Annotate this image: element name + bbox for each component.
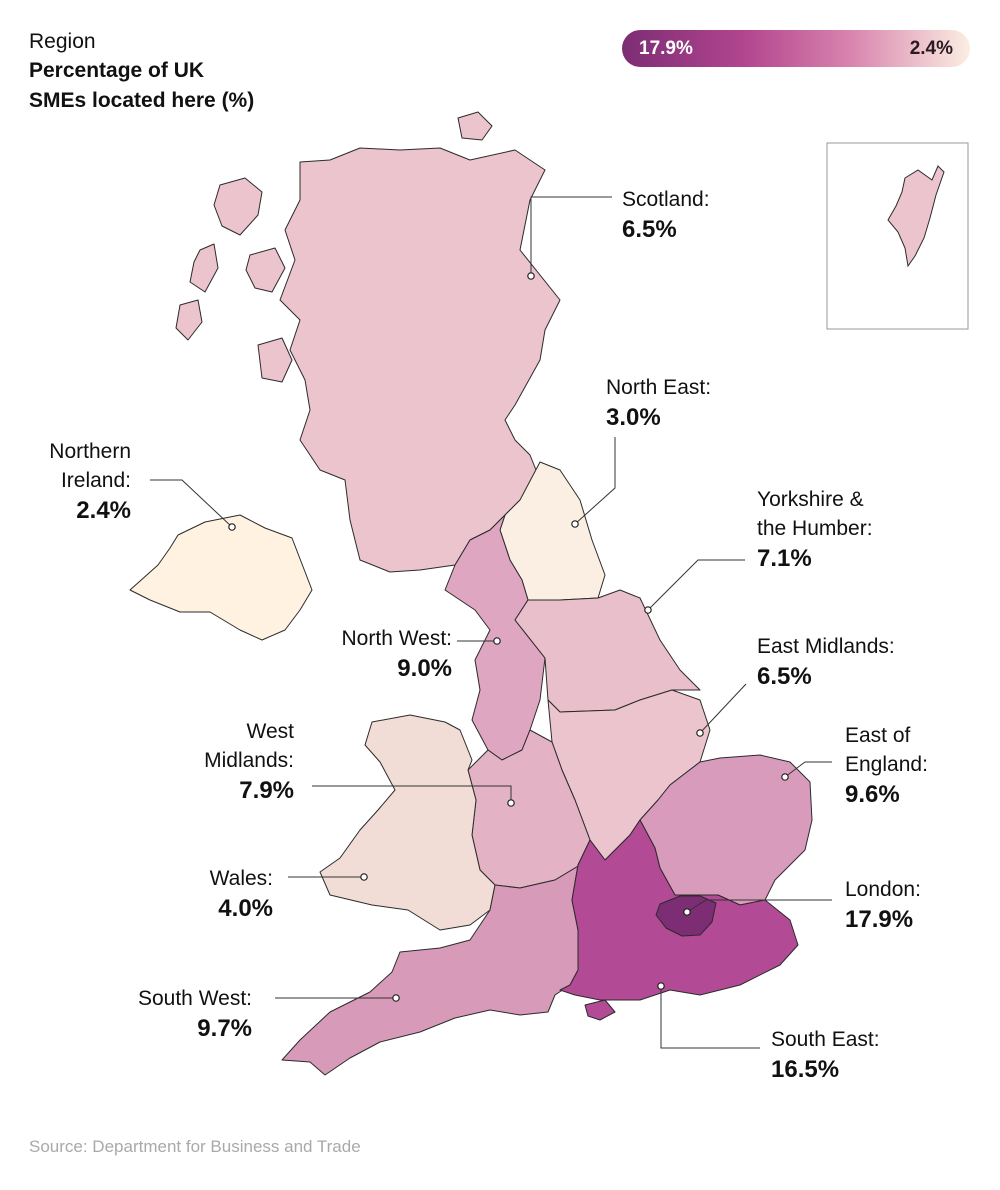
region-shape-shetland <box>887 165 945 268</box>
marker-scotland <box>527 272 535 280</box>
leader-line-london <box>686 899 832 913</box>
marker-east-midlands <box>696 729 704 737</box>
region-shape-yorkshire <box>514 589 701 713</box>
region-value-north-west: 9.0% <box>397 655 452 682</box>
region-name-london: London: <box>845 878 921 901</box>
region-shapes <box>129 111 813 1076</box>
region-name-scotland: Scotland: <box>622 188 710 211</box>
callouts <box>150 196 832 1049</box>
leader-line-east-of-england <box>784 761 832 778</box>
region-label-south-west: South West: 9.7% <box>138 987 252 1042</box>
region-name-east-of-england: East of <box>845 724 911 747</box>
region-shape-wales <box>319 714 496 931</box>
header-subtitle: Region <box>29 30 96 53</box>
region-name-west-midlands: Midlands: <box>204 749 294 772</box>
region-name-north-east: North East: <box>606 376 711 399</box>
header-title-line2: SMEs located here (%) <box>29 89 255 112</box>
region-shape-scotland-isle-3 <box>175 299 203 341</box>
region-name-northern-ireland: Ireland: <box>61 469 131 492</box>
region-name-east-of-england: England: <box>845 753 928 776</box>
region-name-south-east: South East: <box>771 1028 880 1051</box>
region-value-south-west: 9.7% <box>197 1015 252 1042</box>
region-name-north-west: North West: <box>342 627 452 650</box>
marker-yorkshire <box>644 606 652 614</box>
leader-line-west-midlands <box>312 785 512 803</box>
region-shape-scotland-isle-2 <box>189 243 219 293</box>
region-shape-scotland-isle-5 <box>257 337 293 383</box>
region-value-east-midlands: 6.5% <box>757 663 812 690</box>
region-label-northern-ireland: Northern Ireland: 2.4% <box>49 440 131 524</box>
region-name-yorkshire: Yorkshire & <box>757 488 864 511</box>
source-note: Source: Department for Business and Trad… <box>29 1137 361 1156</box>
region-name-west-midlands: West <box>247 720 295 743</box>
legend-min-label: 2.4% <box>909 38 953 59</box>
marker-north-west <box>493 637 501 645</box>
legend-max-label: 17.9% <box>639 38 693 59</box>
markers <box>228 272 789 1002</box>
region-label-north-east: North East: 3.0% <box>606 376 711 431</box>
region-value-yorkshire: 7.1% <box>757 545 812 572</box>
header-title-line1: Percentage of UK <box>29 59 205 82</box>
region-value-north-east: 3.0% <box>606 404 661 431</box>
region-label-east-of-england: East of England: 9.6% <box>845 724 928 808</box>
marker-south-east <box>657 982 665 990</box>
region-label-yorkshire: Yorkshire & the Humber: 7.1% <box>757 488 873 572</box>
marker-northern-ireland <box>228 523 236 531</box>
region-name-yorkshire: the Humber: <box>757 517 873 540</box>
leader-line-yorkshire <box>647 559 745 611</box>
region-label-london: London: 17.9% <box>845 878 921 933</box>
region-name-northern-ireland: Northern <box>49 440 131 463</box>
marker-south-west <box>392 994 400 1002</box>
region-shape-scotland-isle-6 <box>457 111 493 141</box>
region-name-east-midlands: East Midlands: <box>757 635 895 658</box>
marker-east-of-england <box>781 773 789 781</box>
region-value-west-midlands: 7.9% <box>239 777 294 804</box>
region-label-north-west: North West: 9.0% <box>342 627 452 682</box>
region-shape-north-west <box>444 514 546 761</box>
region-name-wales: Wales: <box>210 867 273 890</box>
region-value-wales: 4.0% <box>218 895 273 922</box>
region-shape-scotland-isle-1 <box>213 177 263 236</box>
region-shape-northern-ireland <box>129 514 313 641</box>
region-value-london: 17.9% <box>845 906 913 933</box>
marker-london <box>683 908 691 916</box>
region-label-west-midlands: West Midlands: 7.9% <box>204 720 294 804</box>
region-value-south-east: 16.5% <box>771 1056 839 1083</box>
marker-wales <box>360 873 368 881</box>
leader-line-scotland <box>530 196 612 276</box>
region-shape-london <box>655 895 717 937</box>
region-shape-scotland-isle-4 <box>245 247 286 293</box>
marker-north-east <box>571 520 579 528</box>
region-name-south-west: South West: <box>138 987 252 1010</box>
region-value-east-of-england: 9.6% <box>845 781 900 808</box>
shetland-inset-frame <box>826 142 969 330</box>
color-scale-legend: 17.9% 2.4% <box>622 30 970 67</box>
region-label-wales: Wales: 4.0% <box>210 867 273 922</box>
leader-line-north-east <box>574 437 616 525</box>
region-label-east-midlands: East Midlands: 6.5% <box>757 635 895 690</box>
region-label-scotland: Scotland: 6.5% <box>622 188 710 243</box>
region-value-northern-ireland: 2.4% <box>76 497 131 524</box>
leader-line-south-east <box>660 986 760 1049</box>
leader-line-east-midlands <box>699 683 747 734</box>
region-value-scotland: 6.5% <box>622 216 677 243</box>
region-shape-isle-of-wight <box>584 999 616 1021</box>
labels: Scotland: 6.5% North East: 3.0% Yorkshire & t… <box>49 188 928 1083</box>
map-header: Region Percentage of UK SMEs located her… <box>29 28 389 116</box>
region-label-south-east: South East: 16.5% <box>771 1028 880 1083</box>
marker-west-midlands <box>507 799 515 807</box>
leader-line-northern-ireland <box>150 479 233 528</box>
